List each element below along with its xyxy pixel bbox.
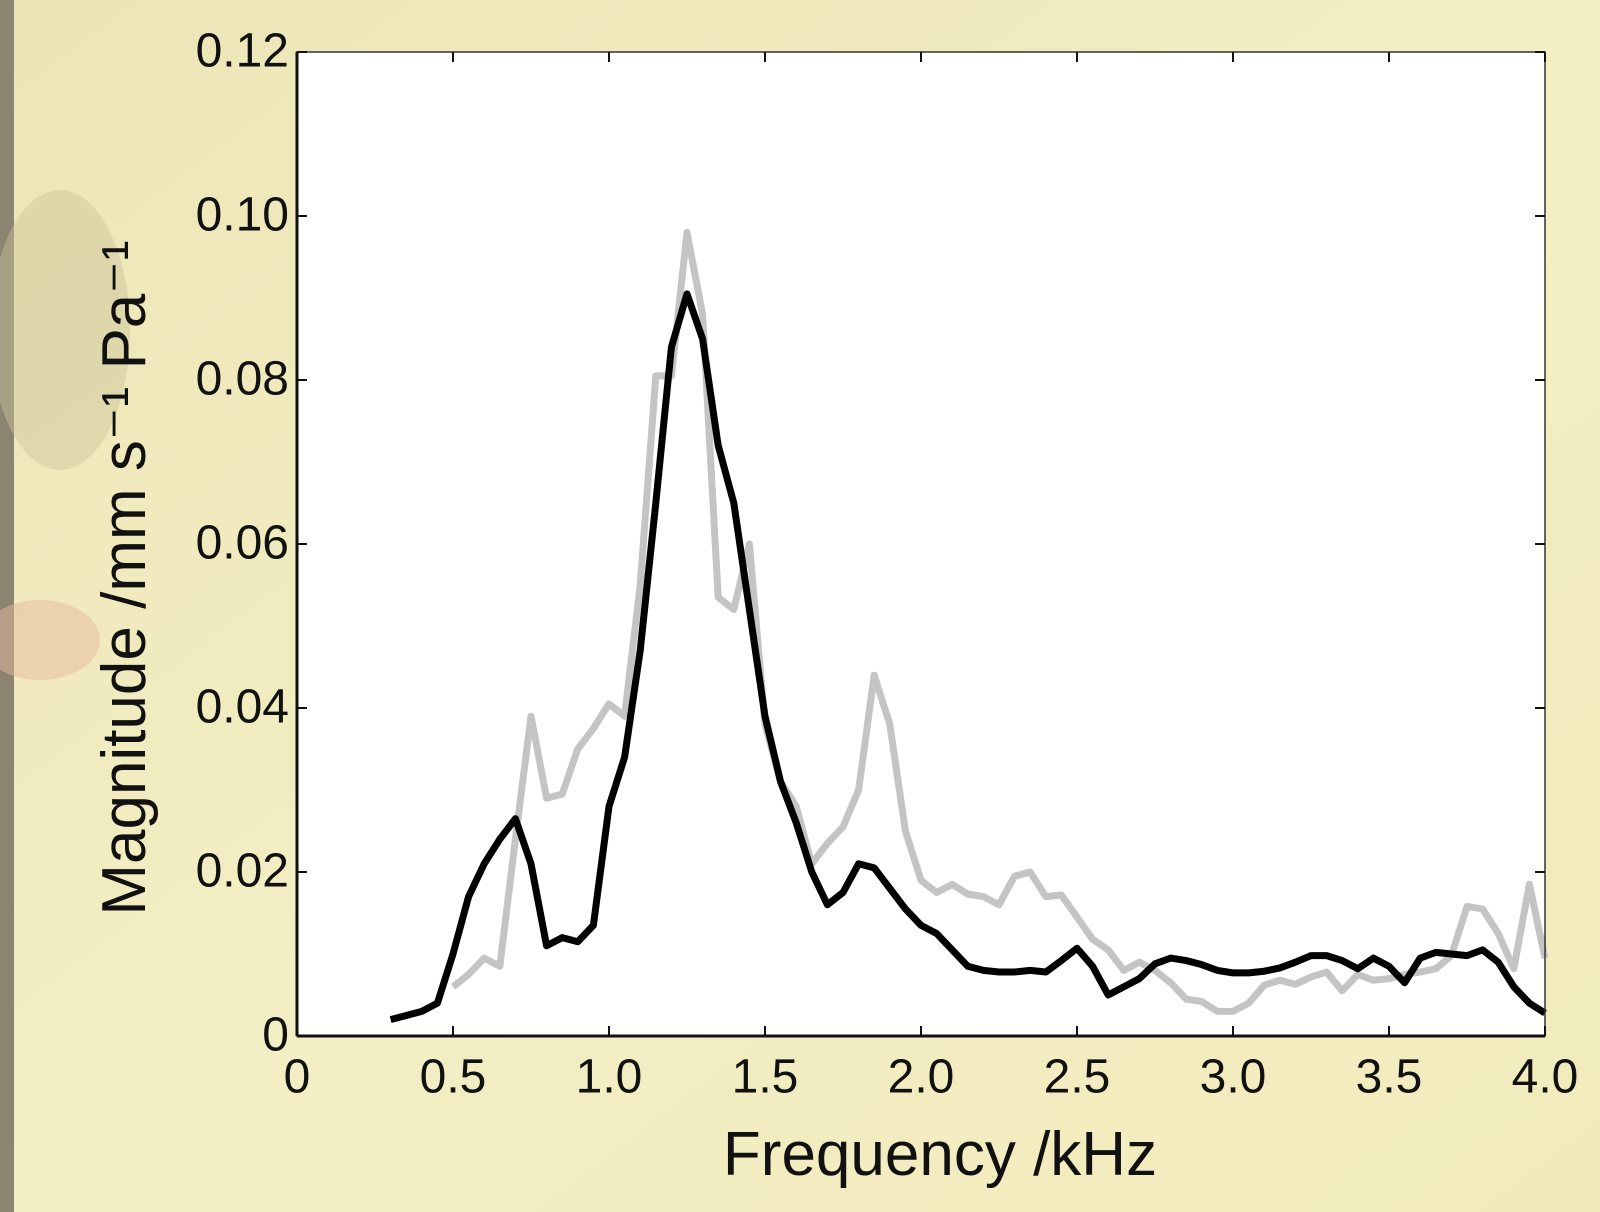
x-tick-label: 1.0 (576, 1051, 643, 1104)
y-tick-label: 0.12 (196, 25, 289, 78)
x-tick-label: 0.5 (420, 1051, 487, 1104)
y-axis-label: Magnitude /mm s⁻¹ Pa⁻¹ (90, 240, 159, 915)
left-border (0, 0, 14, 1212)
x-tick-label: 1.5 (732, 1051, 799, 1104)
y-tick-label: 0.04 (196, 681, 289, 734)
x-tick-label: 2.0 (888, 1051, 955, 1104)
y-tick-label: 0.08 (196, 353, 289, 406)
plot-area (297, 52, 1545, 1036)
x-tick-label: 3.0 (1200, 1051, 1267, 1104)
marks (389, 228, 1549, 1023)
y-tick-label: 0.02 (196, 845, 289, 898)
x-tick-label: 4.0 (1512, 1051, 1579, 1104)
series-line (389, 290, 1547, 1023)
x-tick-label: 0 (284, 1051, 311, 1104)
background-blob (0, 600, 100, 680)
x-tick-label: 2.5 (1044, 1051, 1111, 1104)
y-tick-label: 0.06 (196, 517, 289, 570)
x-tick-label: 3.5 (1356, 1051, 1423, 1104)
y-tick-label: 0 (262, 1009, 289, 1062)
series-line (450, 228, 1549, 1015)
x-axis-label: Frequency /kHz (723, 1120, 1157, 1189)
background-blob (0, 190, 130, 470)
y-tick-label: 0.10 (196, 189, 289, 242)
